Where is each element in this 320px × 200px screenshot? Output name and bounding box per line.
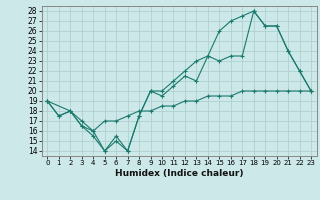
X-axis label: Humidex (Indice chaleur): Humidex (Indice chaleur) xyxy=(115,169,244,178)
